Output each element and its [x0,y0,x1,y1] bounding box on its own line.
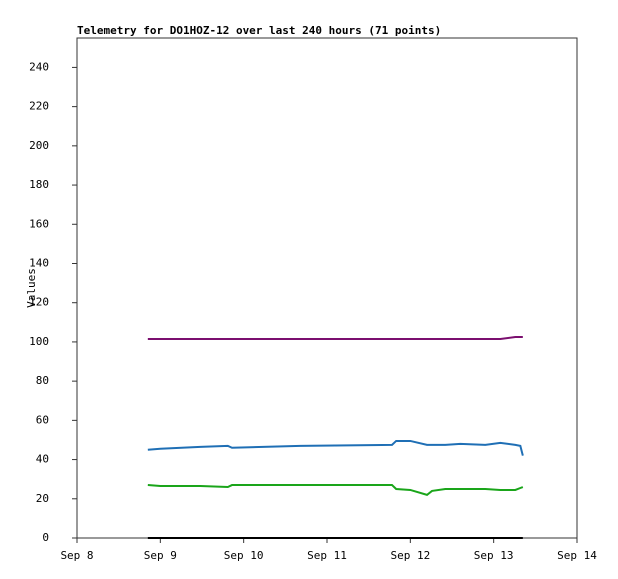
chart-title: Telemetry for DO1HOZ-12 over last 240 ho… [77,24,441,37]
y-tick-label: 240 [29,60,49,73]
y-tick-label: 160 [29,217,49,230]
y-tick-label: 220 [29,100,49,113]
y-tick-label: 200 [29,139,49,152]
y-tick-label: 140 [29,256,49,269]
x-tick-label: Sep 11 [307,549,347,562]
series-line [147,336,523,340]
y-tick-label: 80 [36,374,49,387]
y-tick-label: 40 [36,453,49,466]
y-tick-label: 180 [29,178,49,191]
x-tick-label: Sep 14 [557,549,597,562]
x-tick-label: Sep 8 [60,549,93,562]
series-line [147,484,524,496]
plot-frame [76,37,578,539]
x-tick-label: Sep 12 [390,549,430,562]
y-tick-label: 0 [42,531,49,544]
y-tick-label: 20 [36,492,49,505]
y-tick-label: 100 [29,335,49,348]
series-line [147,439,524,456]
x-tick-label: Sep 13 [474,549,514,562]
x-tick-label: Sep 10 [224,549,264,562]
x-tick-label: Sep 9 [144,549,177,562]
y-axis-label: Values [25,268,38,308]
y-tick-label: 60 [36,413,49,426]
y-tick-label: 120 [29,296,49,309]
